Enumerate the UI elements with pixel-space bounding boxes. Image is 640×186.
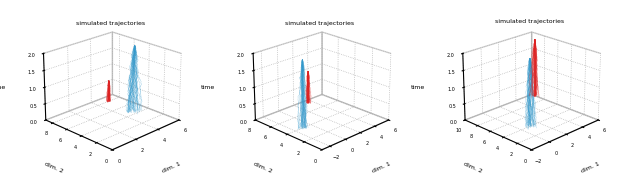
X-axis label: dim. 1: dim. 1 (371, 161, 391, 174)
Y-axis label: dim. 2: dim. 2 (253, 161, 273, 174)
Y-axis label: dim. 2: dim. 2 (43, 161, 63, 174)
Title: simulated trajectories: simulated trajectories (76, 21, 145, 26)
Y-axis label: dim. 2: dim. 2 (463, 161, 483, 174)
Title: simulated trajectories: simulated trajectories (495, 19, 564, 24)
X-axis label: dim. 1: dim. 1 (161, 161, 182, 174)
Title: simulated trajectories: simulated trajectories (285, 21, 355, 26)
X-axis label: dim. 1: dim. 1 (580, 161, 601, 174)
